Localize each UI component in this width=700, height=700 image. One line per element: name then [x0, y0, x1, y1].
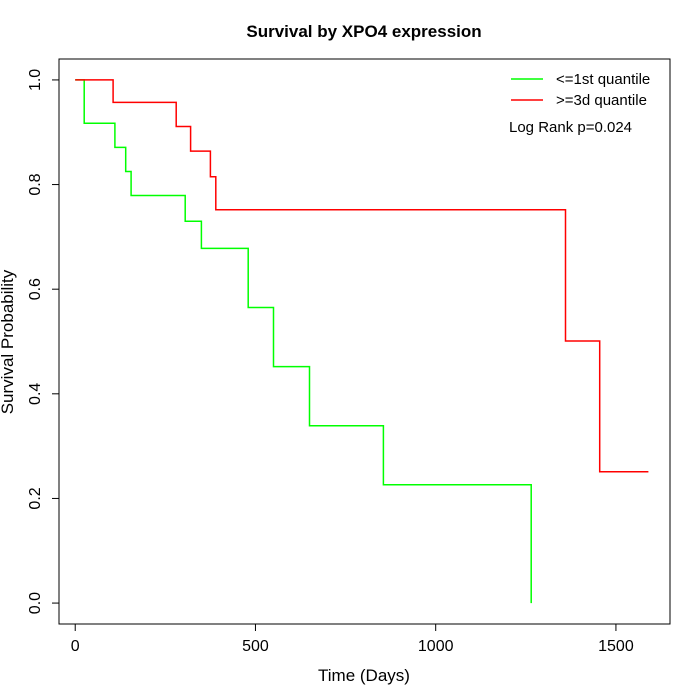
x-axis-label: Time (Days)	[318, 666, 410, 685]
y-tick-label: 0.8	[27, 173, 44, 195]
x-tick-label: 500	[242, 638, 269, 655]
series-layer	[75, 79, 649, 604]
x-tick-label: 1000	[418, 638, 454, 655]
y-tick-label: 0.6	[27, 278, 44, 300]
series-line-2	[75, 79, 649, 473]
y-tick-label: 0.4	[27, 383, 44, 405]
x-axis: 0 500 1000 1500	[71, 623, 634, 655]
series-line-1	[75, 79, 532, 604]
legend-label-1: <=1st quantile	[556, 71, 650, 88]
legend-label-2: >=3d quantile	[556, 92, 647, 109]
y-axis: 0.0 0.2 0.4 0.6 0.8 1.0	[27, 69, 60, 614]
legend: <=1st quantile >=3d quantile	[511, 71, 650, 109]
y-tick-label: 0.0	[27, 592, 44, 614]
y-tick-label: 1.0	[27, 69, 44, 91]
chart-title: Survival by XPO4 expression	[246, 22, 481, 41]
x-tick-label: 1500	[598, 638, 634, 655]
y-axis-label: Survival Probability	[0, 269, 17, 414]
x-tick-label: 0	[71, 638, 80, 655]
y-tick-label: 0.2	[27, 487, 44, 509]
log-rank-annotation: Log Rank p=0.024	[509, 119, 632, 136]
